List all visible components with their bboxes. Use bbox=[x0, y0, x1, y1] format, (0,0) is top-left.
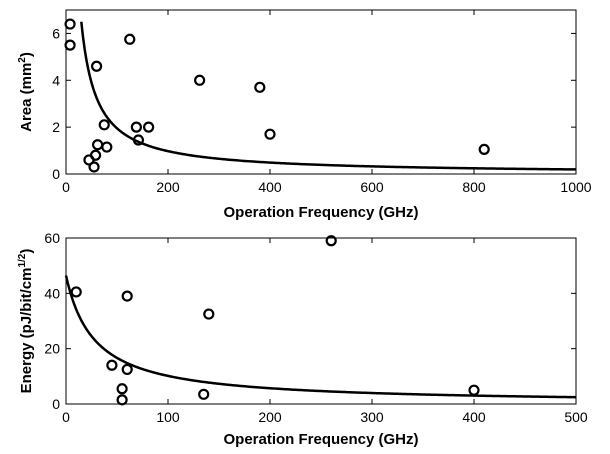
area-y-tick-label: 2 bbox=[52, 119, 60, 135]
energy-data-point bbox=[121, 290, 133, 302]
area-data-point bbox=[64, 39, 76, 51]
area-data-point bbox=[132, 134, 145, 146]
energy-x-axis-label: Operation Frequency (GHz) bbox=[223, 431, 418, 448]
area-x-tick-label: 400 bbox=[258, 179, 282, 195]
energy-data-point bbox=[121, 363, 133, 376]
energy-x-tick-label: 300 bbox=[360, 409, 384, 425]
area-y-label-sup: 2 bbox=[17, 57, 28, 63]
area-data-point bbox=[143, 121, 155, 133]
area-data-point bbox=[478, 143, 490, 155]
energy-data-point bbox=[203, 308, 215, 320]
energy-y-label-tail: ) bbox=[18, 249, 35, 254]
area-y-tick-label: 6 bbox=[52, 25, 60, 41]
area-data-point bbox=[92, 139, 104, 151]
energy-y-label-sup: 1/2 bbox=[17, 253, 28, 267]
energy-x-tick-label: 500 bbox=[564, 409, 588, 425]
area-data-point bbox=[101, 141, 113, 153]
area-points bbox=[64, 18, 490, 173]
area-fit-curve bbox=[80, 21, 577, 171]
area-data-point bbox=[124, 33, 136, 45]
area-plot: 0 200 400 600 800 1000 0 2 4 6 Operation Frequen… bbox=[17, 9, 592, 221]
energy-y-tick-label: 60 bbox=[44, 230, 60, 246]
area-data-point bbox=[130, 121, 142, 133]
area-x-axis-label: Operation Frequency (GHz) bbox=[223, 204, 418, 221]
area-data-point bbox=[194, 74, 206, 86]
energy-y-tick-label: 0 bbox=[52, 396, 60, 412]
energy-y-label-main: Energy (pJ/bit/cm bbox=[18, 268, 35, 394]
area-data-point bbox=[64, 18, 76, 30]
energy-data-point bbox=[106, 359, 118, 371]
area-y-label-main: Area (mm bbox=[18, 63, 35, 132]
energy-data-point bbox=[198, 388, 210, 400]
area-x-tick-label: 200 bbox=[156, 179, 180, 195]
area-data-point bbox=[254, 81, 266, 93]
energy-x-tick-label: 400 bbox=[462, 409, 486, 425]
area-y-label-tail: ) bbox=[18, 52, 35, 57]
area-x-ticks: 0 200 400 600 800 1000 bbox=[62, 10, 592, 195]
area-x-tick-label: 1000 bbox=[560, 179, 591, 195]
energy-x-tick-label: 200 bbox=[258, 409, 282, 425]
energy-x-tick-label: 100 bbox=[156, 409, 180, 425]
area-data-point bbox=[90, 60, 103, 72]
energy-y-axis-label: Energy (pJ/bit/cm1/2) bbox=[17, 249, 35, 394]
area-x-tick-label: 600 bbox=[360, 179, 384, 195]
energy-data-point bbox=[116, 383, 128, 395]
energy-y-ticks: 0 20 40 60 bbox=[44, 230, 576, 412]
area-y-tick-label: 0 bbox=[52, 166, 60, 182]
area-data-point bbox=[89, 149, 102, 161]
energy-data-point bbox=[325, 235, 337, 247]
energy-y-tick-label: 20 bbox=[44, 341, 60, 357]
area-plot-frame bbox=[65, 9, 577, 175]
energy-fit-curve bbox=[64, 275, 577, 399]
area-y-tick-label: 4 bbox=[52, 72, 60, 88]
area-x-tick-label: 0 bbox=[62, 179, 70, 195]
energy-data-point bbox=[70, 286, 82, 298]
area-data-point bbox=[88, 161, 100, 173]
energy-x-tick-label: 0 bbox=[62, 409, 70, 425]
energy-x-ticks: 0 100 200 300 400 500 bbox=[62, 238, 588, 425]
energy-y-tick-label: 40 bbox=[44, 285, 60, 301]
energy-data-point bbox=[116, 394, 128, 406]
area-data-point bbox=[98, 119, 110, 131]
energy-plot: 0 100 200 300 400 500 0 20 40 60 Operation Frequ… bbox=[17, 230, 588, 448]
area-y-ticks: 0 2 4 6 bbox=[52, 25, 576, 182]
area-x-tick-label: 800 bbox=[462, 179, 486, 195]
area-data-point bbox=[264, 128, 276, 140]
area-y-axis-label: Area (mm2) bbox=[17, 52, 35, 132]
energy-points bbox=[70, 235, 480, 406]
energy-data-point bbox=[468, 384, 480, 396]
energy-plot-frame bbox=[65, 237, 577, 405]
